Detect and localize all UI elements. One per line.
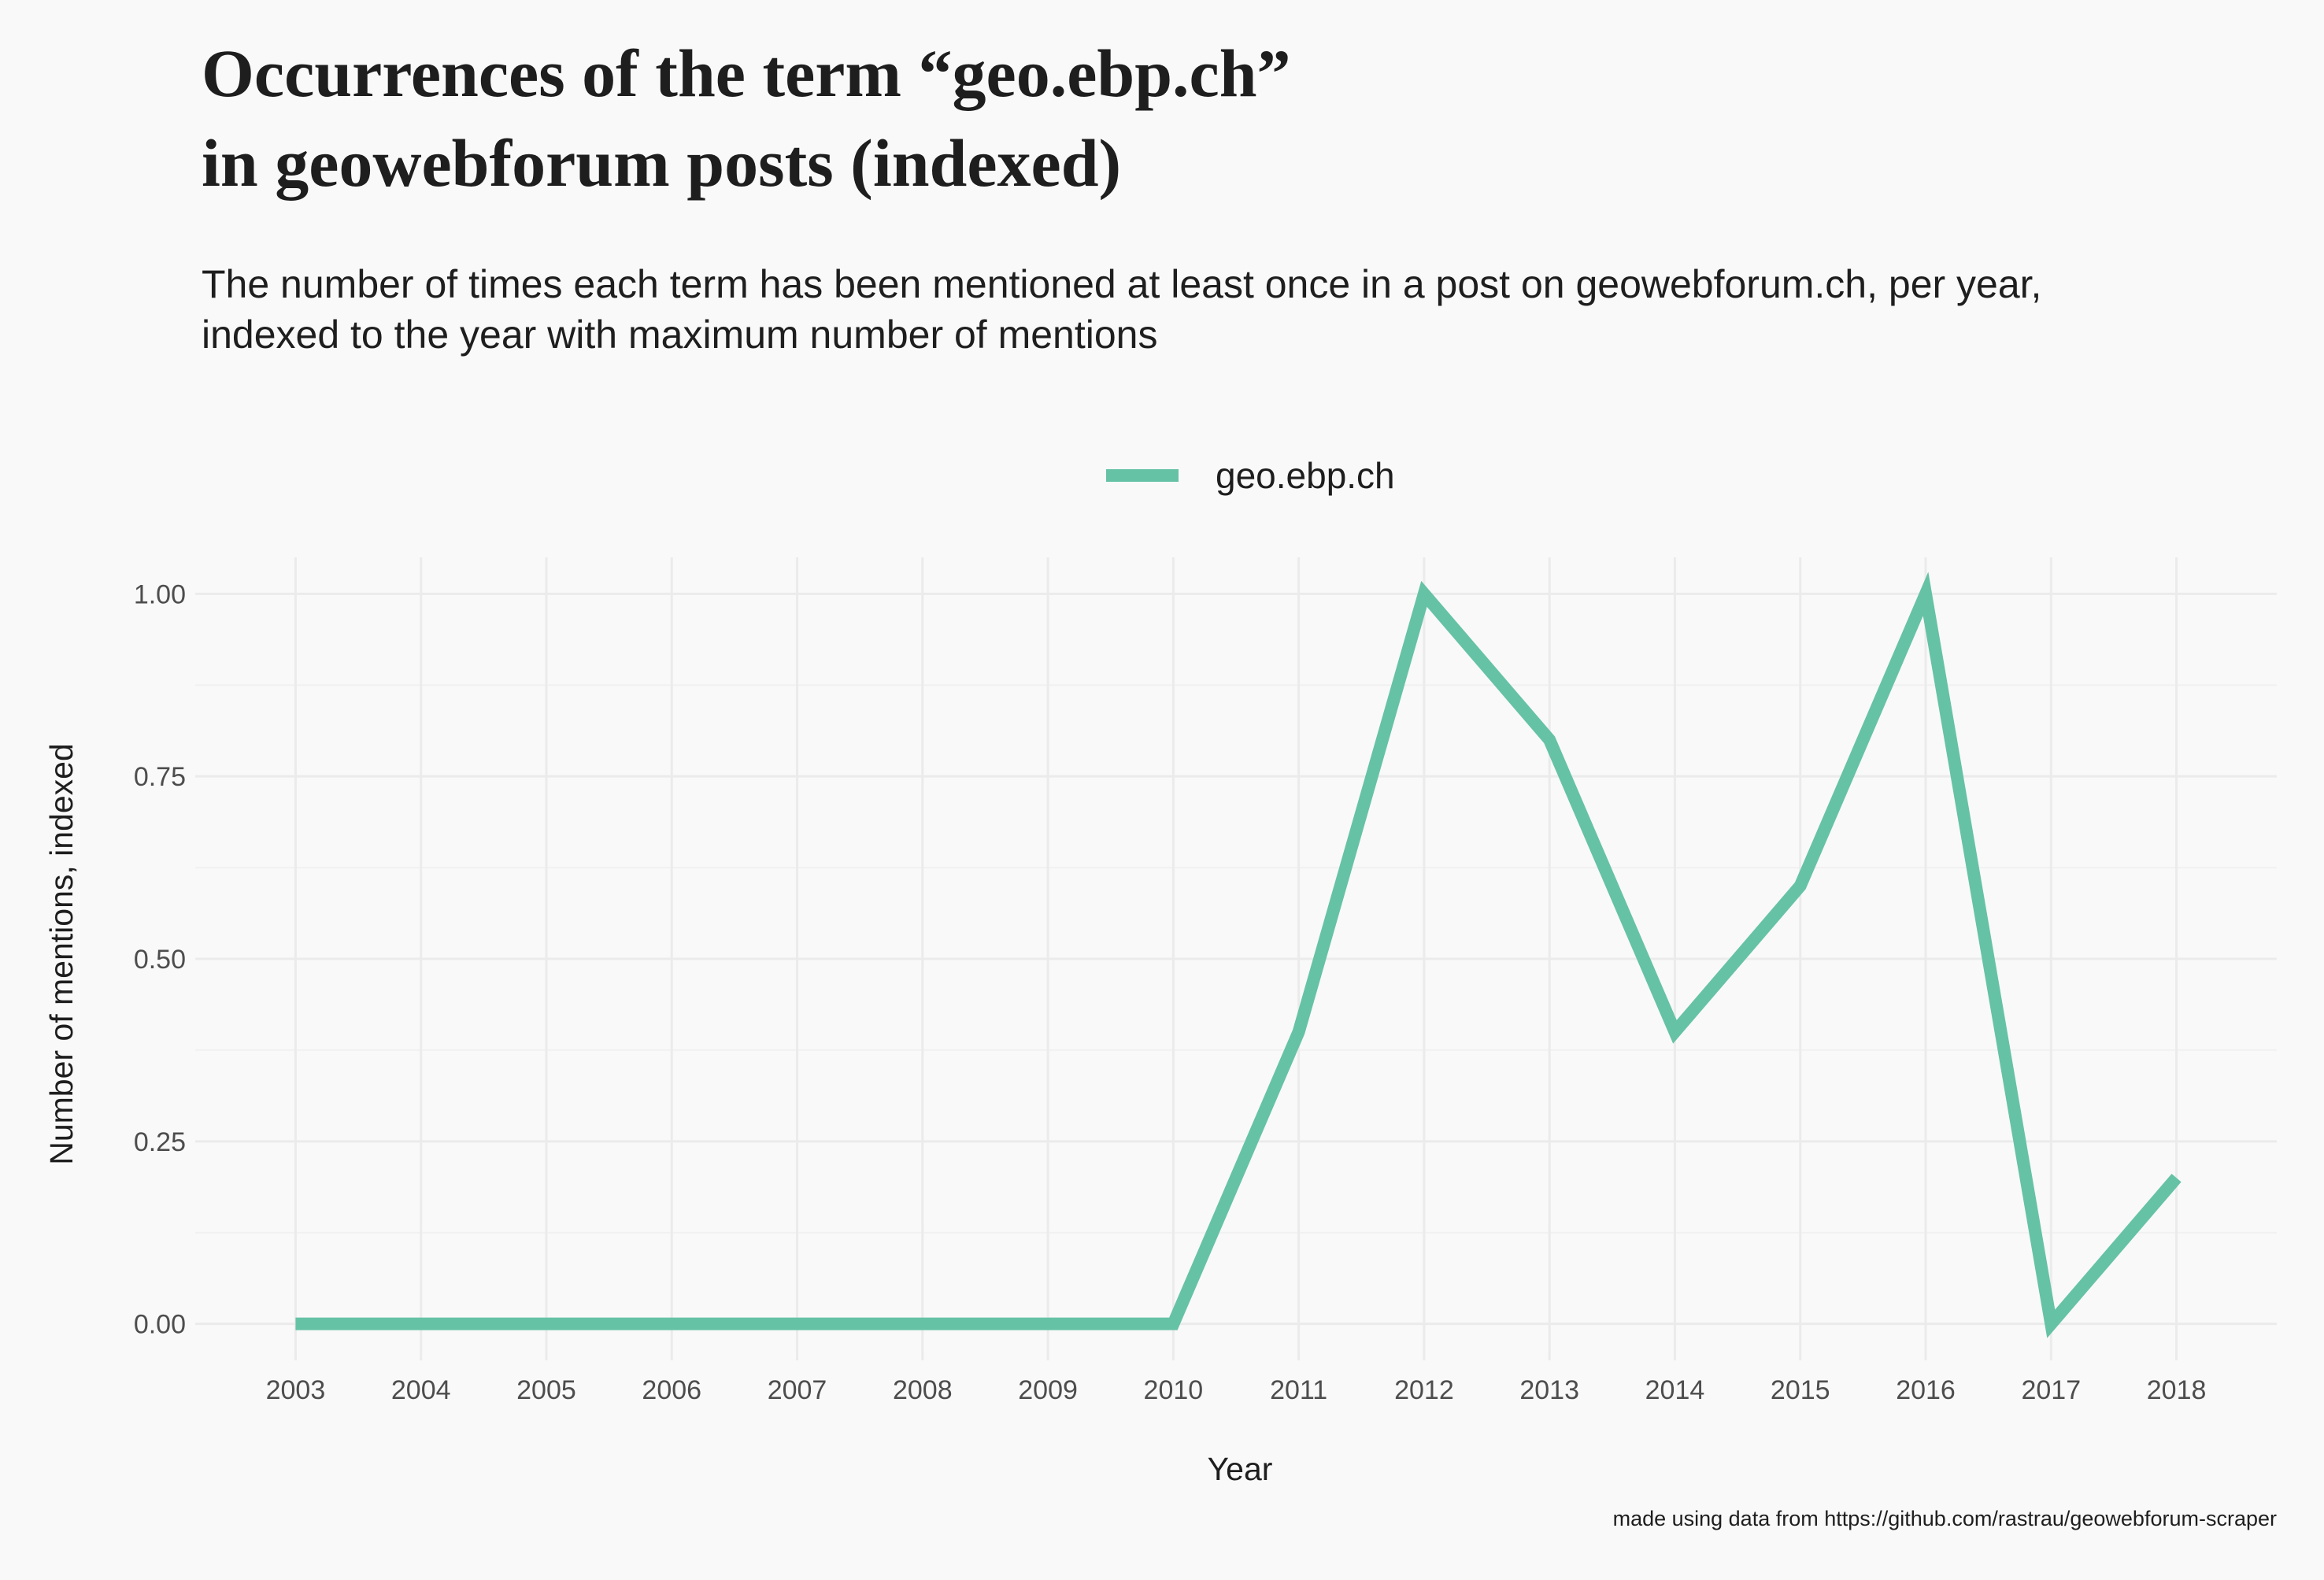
data-point xyxy=(1794,879,1807,892)
data-point xyxy=(540,1318,553,1330)
y-tick-label: 1.00 xyxy=(134,579,186,609)
data-point xyxy=(665,1318,678,1330)
x-tick-label: 2014 xyxy=(1645,1375,1705,1405)
chart-title-line-1: Occurrences of the term “geo.ebp.ch” xyxy=(202,35,1291,111)
series-layer xyxy=(289,572,2183,1338)
chart-title-line-2: in geowebforum posts (indexed) xyxy=(202,125,1121,201)
x-axis-ticks: 2003 2004 2005 2006 2007 2008 2009 2010 2011 2012… xyxy=(266,1375,2207,1405)
y-tick-label: 0.00 xyxy=(134,1310,186,1340)
data-point xyxy=(1919,587,1932,600)
data-point xyxy=(1167,1318,1179,1330)
x-tick-label: 2003 xyxy=(266,1375,326,1405)
x-tick-label: 2016 xyxy=(1896,1375,1956,1405)
data-point xyxy=(1668,1026,1681,1038)
legend-label-geo-ebp-ch: geo.ebp.ch xyxy=(1216,455,1395,496)
y-tick-label: 0.75 xyxy=(134,762,186,792)
x-tick-label: 2010 xyxy=(1144,1375,1204,1405)
x-tick-label: 2005 xyxy=(516,1375,576,1405)
x-tick-label: 2013 xyxy=(1519,1375,1579,1405)
chart-subtitle-line-2: indexed to the year with maximum number … xyxy=(202,313,1157,357)
x-tick-label: 2009 xyxy=(1018,1375,1078,1405)
data-point xyxy=(1293,1026,1305,1038)
data-point xyxy=(1418,587,1430,600)
x-tick-label: 2015 xyxy=(1771,1375,1830,1405)
y-axis-ticks: 0.00 0.25 0.50 0.75 1.00 xyxy=(134,579,186,1339)
y-axis-title: Number of mentions, indexed xyxy=(43,743,80,1165)
data-point xyxy=(289,1318,302,1330)
chart-caption: made using data from https://github.com/… xyxy=(1613,1507,2277,1530)
x-tick-label: 2017 xyxy=(2021,1375,2081,1405)
chart-subtitle-line-1: The number of times each term has been m… xyxy=(202,262,2041,306)
y-tick-label: 0.25 xyxy=(134,1127,186,1157)
data-point xyxy=(2045,1318,2057,1330)
data-point xyxy=(2170,1171,2183,1184)
data-point xyxy=(415,1318,427,1330)
x-tick-label: 2006 xyxy=(642,1375,701,1405)
x-axis-title: Year xyxy=(1208,1451,1273,1487)
x-tick-label: 2004 xyxy=(391,1375,451,1405)
data-point xyxy=(1042,1318,1054,1330)
data-point xyxy=(916,1318,929,1330)
x-tick-label: 2007 xyxy=(768,1375,827,1405)
series-line-geo-ebp-ch xyxy=(295,572,2182,1338)
x-tick-label: 2012 xyxy=(1394,1375,1454,1405)
data-point xyxy=(1543,734,1556,746)
y-tick-label: 0.50 xyxy=(134,945,186,975)
x-tick-label: 2008 xyxy=(893,1375,953,1405)
x-tick-label: 2011 xyxy=(1270,1375,1327,1405)
legend: geo.ebp.ch xyxy=(1106,455,1395,496)
grid xyxy=(195,557,2277,1360)
data-point xyxy=(791,1318,804,1330)
x-tick-label: 2018 xyxy=(2147,1375,2207,1405)
